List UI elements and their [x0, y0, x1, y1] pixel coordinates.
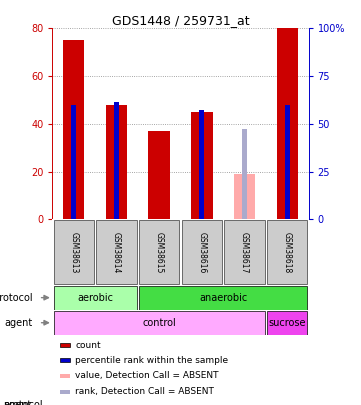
- Text: count: count: [75, 341, 101, 350]
- Bar: [267, 220, 307, 284]
- Bar: [114, 102, 119, 220]
- Bar: [54, 311, 265, 335]
- Bar: [96, 220, 136, 284]
- Text: agent: agent: [4, 400, 32, 405]
- Bar: [139, 220, 179, 284]
- Text: protocol: protocol: [4, 400, 43, 405]
- Bar: [106, 105, 127, 220]
- Bar: [199, 110, 204, 220]
- Title: GDS1448 / 259731_at: GDS1448 / 259731_at: [112, 14, 249, 27]
- Text: control: control: [142, 318, 176, 328]
- Bar: [60, 390, 70, 394]
- Text: anaerobic: anaerobic: [199, 293, 247, 303]
- Text: percentile rank within the sample: percentile rank within the sample: [75, 356, 228, 365]
- Text: protocol: protocol: [0, 293, 33, 303]
- Text: GSM38616: GSM38616: [197, 232, 206, 273]
- Bar: [234, 174, 255, 220]
- Text: GSM38618: GSM38618: [283, 232, 292, 273]
- Bar: [191, 112, 213, 220]
- Text: agent: agent: [5, 318, 33, 328]
- Bar: [60, 374, 70, 378]
- Bar: [277, 28, 298, 220]
- Text: sucrose: sucrose: [269, 318, 306, 328]
- Text: aerobic: aerobic: [77, 293, 113, 303]
- Text: GSM38614: GSM38614: [112, 232, 121, 273]
- Bar: [182, 220, 222, 284]
- Bar: [71, 105, 76, 220]
- Text: GSM38615: GSM38615: [155, 232, 164, 273]
- Bar: [63, 40, 84, 220]
- Bar: [148, 131, 170, 220]
- Text: value, Detection Call = ABSENT: value, Detection Call = ABSENT: [75, 371, 218, 380]
- Bar: [242, 129, 247, 220]
- Bar: [60, 343, 70, 347]
- Bar: [60, 358, 70, 362]
- Bar: [285, 105, 290, 220]
- Bar: [54, 286, 136, 310]
- Bar: [54, 220, 94, 284]
- Text: GSM38617: GSM38617: [240, 232, 249, 273]
- Bar: [267, 311, 307, 335]
- Text: GSM38613: GSM38613: [69, 232, 78, 273]
- Bar: [139, 286, 307, 310]
- Bar: [225, 220, 265, 284]
- Text: rank, Detection Call = ABSENT: rank, Detection Call = ABSENT: [75, 387, 214, 396]
